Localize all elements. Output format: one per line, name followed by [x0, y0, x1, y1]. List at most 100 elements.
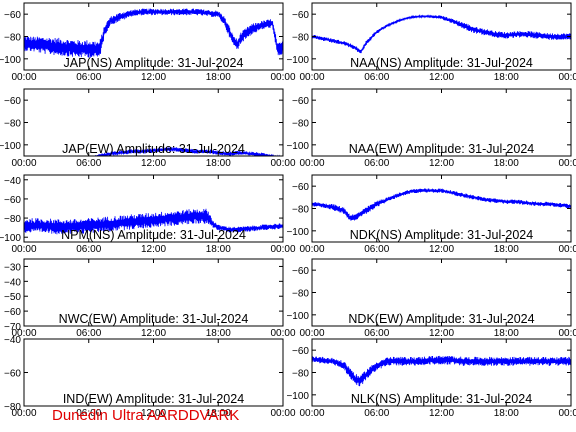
y-tick-label: −100	[286, 311, 309, 322]
x-tick-label: 00:00	[299, 244, 324, 255]
y-tick-label: −80	[4, 402, 21, 413]
x-tick-label: 12:00	[429, 158, 454, 169]
x-tick-label: 00:00	[270, 328, 295, 339]
y-tick-label: −100	[0, 55, 21, 66]
panel-jap-ew: 00:00 06:00 12:00 18:00 00:00 −100 −80 −60 JAP(E…	[0, 88, 296, 169]
y-tick-label: −60	[4, 96, 21, 107]
y-tick-label: −50	[4, 292, 21, 303]
panel-title: IND(EW) Amplitude: 31-Jul-2024	[63, 392, 244, 406]
x-tick-label: 18:00	[494, 244, 519, 255]
x-tick-label: 00:00	[299, 158, 324, 169]
panel-title: NAA(EW) Amplitude: 31-Jul-2024	[349, 142, 535, 156]
x-tick-label: 06:00	[364, 328, 389, 339]
footer-credit: Dunedin Ultra AARDDVARK	[52, 407, 240, 424]
x-tick-label: 12:00	[141, 328, 166, 339]
x-tick-label: 00:00	[558, 244, 576, 255]
x-tick-label: 06:00	[364, 408, 389, 419]
x-tick-label: 18:00	[206, 408, 231, 419]
y-tick-label: −80	[292, 33, 309, 44]
x-tick-label: 00:00	[299, 328, 324, 339]
x-tick-label: 00:00	[299, 408, 324, 419]
trace-nlk-ns-0	[312, 355, 571, 387]
y-tick-label: −60	[292, 182, 309, 193]
panel-ndk-ns: 00:00 06:00 12:00 18:00 00:00 −100 −80 −60 NDK(N…	[286, 174, 576, 255]
y-tick-label: −40	[4, 335, 21, 346]
panel-ind-ew: 00:00 06:00 12:00 18:00 00:00−80−60−40IND(EW…	[4, 335, 296, 419]
x-tick-label: 06:00	[76, 328, 101, 339]
x-tick-label: 18:00	[206, 328, 231, 339]
x-tick-label: 06:00	[364, 72, 389, 83]
x-tick-label: 18:00	[494, 72, 519, 83]
x-tick-label: 00:00	[558, 328, 576, 339]
panel-title: JAP(NS) Amplitude: 31-Jul-2024	[64, 56, 244, 70]
y-tick-label: −60	[4, 369, 21, 380]
y-tick-label: −60	[4, 10, 21, 21]
panel-title: NDK(NS) Amplitude: 31-Jul-2024	[350, 228, 533, 242]
y-tick-label: −60	[292, 96, 309, 107]
y-tick-label: −80	[4, 33, 21, 44]
x-tick-label: 00:00	[11, 244, 36, 255]
panel-naa-ew: 00:00 06:00 12:00 18:00 00:00 −100 −80 −60 NAA(E…	[286, 88, 576, 169]
x-tick-label: 00:00	[11, 72, 36, 83]
x-tick-label: 18:00	[206, 158, 231, 169]
x-tick-label: 00:00	[270, 158, 295, 169]
panel-title: NAA(NS) Amplitude: 31-Jul-2024	[350, 56, 533, 70]
x-tick-label: 18:00	[494, 328, 519, 339]
y-tick-label: −80	[4, 119, 21, 130]
x-tick-label: 00:00	[299, 72, 324, 83]
panel-title: NLK(NS) Amplitude: 31-Jul-2024	[351, 392, 532, 406]
x-tick-label: 06:00	[76, 408, 101, 419]
panel-title: NPM(NS) Amplitude: 31-Jul-2024	[61, 228, 246, 242]
x-tick-label: 06:00	[76, 158, 101, 169]
x-tick-label: 00:00	[11, 408, 36, 419]
y-tick-label: −100	[286, 55, 309, 66]
x-tick-label: 06:00	[364, 158, 389, 169]
y-tick-label: −60	[292, 10, 309, 21]
x-tick-label: 00:00	[558, 408, 576, 419]
panel-ndk-ew: 00:00 06:00 12:00 18:00 00:00 −100 −80 −60 NDK(E…	[286, 258, 576, 339]
y-tick-label: −60	[4, 195, 21, 206]
x-tick-label: 00:00	[558, 72, 576, 83]
panel-npm-ns: 00:00 06:00 12:00 18:00 00:00−100−80−60−40NP…	[0, 174, 296, 255]
y-tick-label: −60	[4, 307, 21, 318]
x-tick-label: 18:00	[206, 244, 231, 255]
x-tick-label: 12:00	[429, 328, 454, 339]
x-tick-label: 18:00	[206, 72, 231, 83]
y-tick-label: −100	[0, 141, 21, 152]
x-tick-label: 18:00	[494, 158, 519, 169]
panel-title: NWC(EW) Amplitude: 31-Jul-2024	[59, 312, 249, 326]
x-tick-label: 12:00	[141, 72, 166, 83]
y-tick-label: −40	[4, 176, 21, 187]
x-tick-label: 12:00	[429, 408, 454, 419]
x-tick-label: 00:00	[11, 158, 36, 169]
x-tick-label: 00:00	[558, 158, 576, 169]
y-tick-label: −30	[4, 262, 21, 273]
trace-jap-ew-0	[27, 147, 281, 156]
y-tick-label: −70	[4, 322, 21, 333]
x-tick-label: 00:00	[270, 72, 295, 83]
y-tick-label: −40	[4, 277, 21, 288]
x-tick-label: 00:00	[270, 244, 295, 255]
x-tick-label: 18:00	[494, 408, 519, 419]
x-tick-label: 12:00	[141, 158, 166, 169]
y-tick-label: −100	[0, 233, 21, 244]
y-tick-label: −100	[286, 141, 309, 152]
y-tick-label: −60	[292, 346, 309, 357]
panel-jap-ns: 00:00 06:00 12:00 18:00 00:00 −100 −80 −60 JAP(N…	[0, 2, 296, 83]
x-tick-label: 00:00	[11, 328, 36, 339]
x-tick-label: 06:00	[364, 244, 389, 255]
trace-jap-ns-0	[24, 8, 283, 58]
x-tick-label: 12:00	[141, 244, 166, 255]
y-tick-label: −80	[292, 119, 309, 130]
trace-ndk-ns-0	[312, 188, 571, 221]
panel-title: NDK(EW) Amplitude: 31-Jul-2024	[348, 312, 534, 326]
trace-npm-ns-0	[24, 208, 283, 235]
x-tick-label: 12:00	[429, 72, 454, 83]
x-tick-label: 12:00	[141, 408, 166, 419]
y-tick-label: −100	[286, 227, 309, 238]
y-tick-label: −80	[292, 369, 309, 380]
y-tick-label: −80	[4, 214, 21, 225]
y-tick-label: −80	[292, 205, 309, 216]
x-tick-label: 00:00	[270, 408, 295, 419]
